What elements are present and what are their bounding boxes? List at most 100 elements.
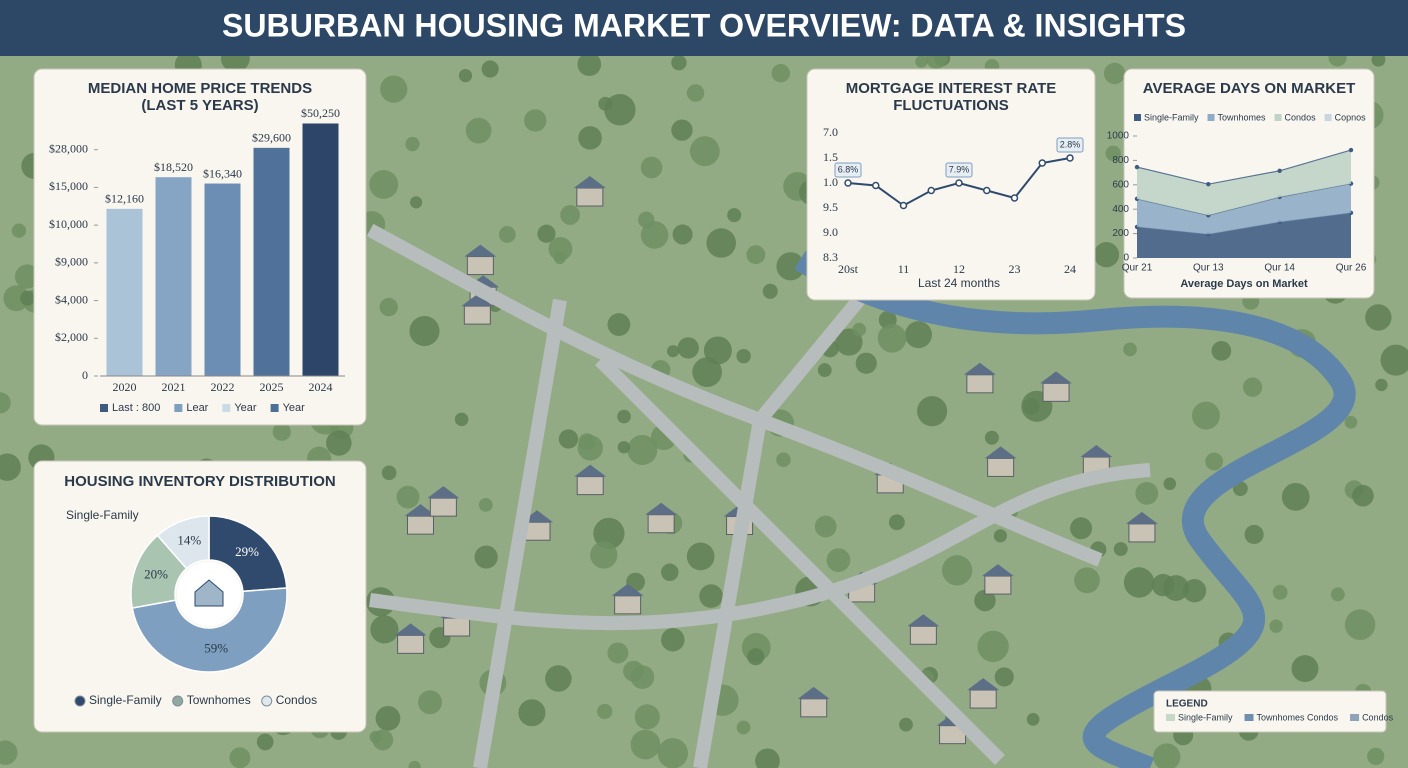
tree [1344, 609, 1376, 640]
roof [464, 244, 497, 257]
river [794, 250, 1356, 768]
tree [524, 109, 547, 132]
tree [977, 630, 1009, 663]
y-tick-label: 0 [82, 368, 88, 382]
y-tick-label: $4,000 [55, 292, 88, 306]
point [1134, 164, 1140, 170]
point [1277, 168, 1282, 173]
tree [1272, 584, 1288, 600]
tree [1281, 482, 1310, 511]
tree [370, 615, 399, 644]
tree [369, 169, 399, 199]
house [984, 575, 1012, 595]
legend-panel [1153, 690, 1387, 733]
chart-title: MEDIAN HOME PRICE TRENDS (LAST 5 YEARS) [87, 80, 313, 114]
x-tick-label: 2024 [309, 380, 333, 394]
annotation: 6.8% [838, 164, 859, 174]
tree [671, 54, 687, 71]
house [647, 514, 675, 534]
point [1066, 154, 1074, 162]
tree [578, 126, 602, 150]
tree [689, 136, 720, 167]
tree [1330, 587, 1345, 602]
tree [899, 717, 913, 732]
legend-label: Copnos [1335, 112, 1367, 122]
tree [755, 748, 780, 768]
x-tick-label: 23 [1009, 262, 1021, 276]
point [844, 179, 852, 187]
roof [907, 614, 940, 627]
y-tick-label: 800 [1112, 155, 1129, 166]
tree [692, 357, 722, 387]
title-box: AVERAGE DAYS ON MARKET [1143, 80, 1356, 97]
title-box: MORTGAGE INTEREST RATE FLUCTUATIONS [845, 80, 1057, 114]
tree [637, 211, 655, 229]
tree [396, 485, 420, 509]
point [899, 201, 908, 210]
tree [1205, 452, 1224, 471]
y-tick-label: 1.5 [823, 150, 838, 164]
area-edge [1136, 149, 1352, 185]
tree [1135, 481, 1159, 505]
tree [1269, 619, 1283, 633]
x-axis-label: Last 24 months [918, 276, 1000, 290]
tree [590, 541, 618, 569]
donut-segment [131, 587, 288, 673]
tree [577, 52, 602, 77]
roof [404, 504, 437, 517]
legend-label: Year [234, 402, 257, 414]
tree [771, 63, 791, 83]
legend-swatch [100, 404, 108, 412]
value-label: 20% [144, 567, 168, 582]
tree [607, 642, 629, 664]
tree [558, 429, 579, 449]
y-tick-label: 1.0 [823, 175, 838, 189]
tree [1380, 344, 1408, 376]
tree [1365, 304, 1392, 331]
tree [578, 433, 596, 451]
tree [630, 729, 661, 760]
tree [1026, 713, 1040, 726]
tree [518, 699, 546, 727]
roof [645, 502, 678, 515]
y-tick-label: $28,000 [49, 141, 88, 155]
tree [904, 321, 932, 349]
roads [366, 223, 1151, 768]
chart-title: MORTGAGE INTEREST RATE FLUCTUATIONS [845, 80, 1057, 114]
tree [20, 290, 36, 306]
roof [797, 686, 830, 699]
y-tick-label: 9.5 [823, 200, 838, 214]
tree [1163, 575, 1189, 601]
tree [852, 322, 866, 337]
annotation-box [945, 162, 973, 178]
tree [405, 136, 420, 152]
house [614, 595, 642, 615]
legend-swatch [1207, 114, 1215, 121]
area [1137, 183, 1351, 235]
tree [326, 430, 352, 456]
legend-swatch [1324, 114, 1332, 121]
x-tick-label: Qur 13 [1193, 263, 1224, 274]
tree [686, 542, 715, 571]
tree [1123, 342, 1137, 357]
point [1206, 181, 1211, 187]
tree [666, 345, 680, 358]
tree [458, 68, 473, 83]
legend-label: Condos [1362, 712, 1394, 722]
tree [672, 224, 693, 245]
y-tick-label: 7.0 [823, 125, 838, 139]
legend-label: Single-Family [1178, 712, 1233, 722]
point [1010, 194, 1019, 202]
tree [941, 555, 973, 586]
legend-swatch [74, 695, 86, 707]
tree [686, 84, 705, 102]
annotation-box [1056, 137, 1084, 153]
tree [11, 223, 27, 238]
roof [981, 564, 1014, 577]
house [466, 256, 494, 276]
tree [661, 563, 679, 582]
tree [1344, 415, 1358, 429]
tree [379, 297, 398, 317]
tree [380, 75, 408, 103]
